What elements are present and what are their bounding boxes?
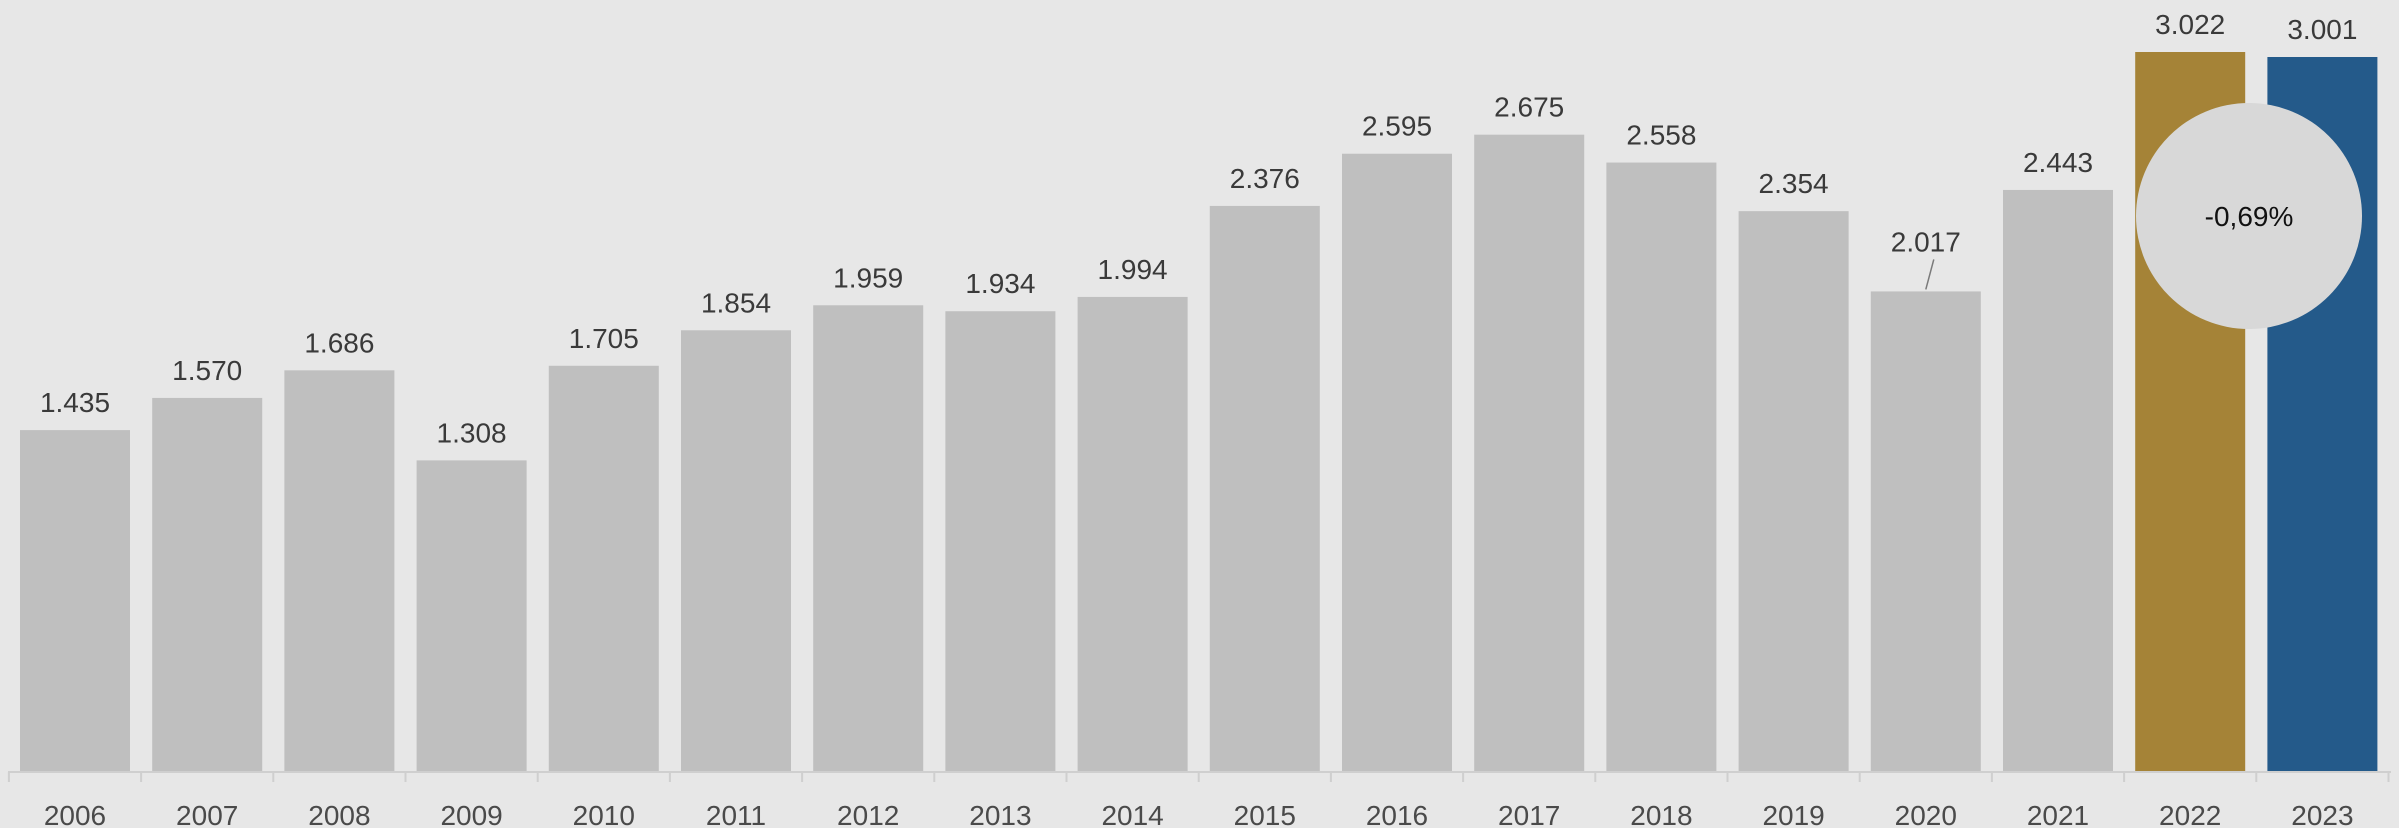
value-label-2021: 2.443 [2023,147,2093,178]
value-label-2009: 1.308 [437,417,507,448]
bar-2010 [548,365,659,772]
x-tick-label-2011: 2011 [706,800,766,828]
x-tick-label-2017: 2017 [1498,800,1560,828]
value-label-2007: 1.570 [172,355,242,386]
bar-2015 [1209,205,1320,772]
x-tick-label-2018: 2018 [1630,800,1692,828]
x-tick-label-2016: 2016 [1366,800,1428,828]
bar-2011 [681,330,791,772]
percent-change-callout: -0,69% [2136,103,2362,329]
value-label-2023: 3.001 [2287,14,2357,45]
x-tick-label-2015: 2015 [1234,800,1296,828]
value-label-2011: 1.854 [701,287,771,318]
bar-2014 [1077,296,1188,772]
value-label-2012: 1.959 [833,262,903,293]
x-tick-label-2019: 2019 [1762,800,1824,828]
x-tick-label-2020: 2020 [1895,800,1957,828]
bar-2016 [1342,153,1452,773]
leader-line-2020 [1925,259,1935,290]
x-axis-ticks-group [7,772,2390,782]
value-label-2013: 1.934 [965,268,1035,299]
x-tick-label-2022: 2022 [2159,800,2221,828]
bar-2017 [1474,134,1585,773]
bar-2009 [416,460,527,772]
bar-2018 [1606,162,1717,773]
value-label-2006: 1.435 [40,387,110,418]
callout-text: -0,69% [2205,201,2294,232]
bar-2007 [152,397,263,772]
x-tick-label-2012: 2012 [837,800,899,828]
value-label-2020: 2.017 [1891,226,1961,257]
value-label-2008: 1.686 [304,327,374,358]
bars-group [20,52,2378,773]
value-label-2015: 2.376 [1230,163,1300,194]
x-tick-label-2009: 2009 [440,800,502,828]
bar-2021 [2003,189,2113,772]
x-axis-labels-group: 2006 2007 2008 2009 2010 2011 2012 2013 2014 2015… [44,800,2354,828]
value-label-2019: 2.354 [1759,168,1829,199]
value-label-2016: 2.595 [1362,111,1432,142]
bar-2019 [1738,211,1849,772]
x-tick-label-2021: 2021 [2027,800,2089,828]
value-label-2022: 3.022 [2155,9,2225,40]
x-tick-label-2008: 2008 [308,800,370,828]
bar-2006 [20,430,130,772]
value-label-2014: 1.994 [1098,254,1168,285]
value-label-2017: 2.675 [1494,92,1564,123]
value-label-2018: 2.558 [1626,120,1696,151]
leader-line-group [1925,259,1935,290]
value-labels-group: 1.435 1.570 1.686 1.308 1.705 1.854 1.959 1.934… [40,9,2357,448]
callout-circle [2136,103,2362,329]
bar-2020 [1870,291,1981,772]
x-tick-label-2014: 2014 [1101,800,1163,828]
x-tick-label-2023: 2023 [2291,800,2353,828]
x-tick-label-2007: 2007 [176,800,238,828]
x-tick-label-2010: 2010 [573,800,635,828]
x-tick-label-2006: 2006 [44,800,106,828]
x-tick-label-2013: 2013 [969,800,1031,828]
bar-2012 [813,305,924,772]
value-label-2010: 1.705 [569,323,639,354]
bar-2013 [945,311,1056,772]
bar-2008 [284,370,395,772]
